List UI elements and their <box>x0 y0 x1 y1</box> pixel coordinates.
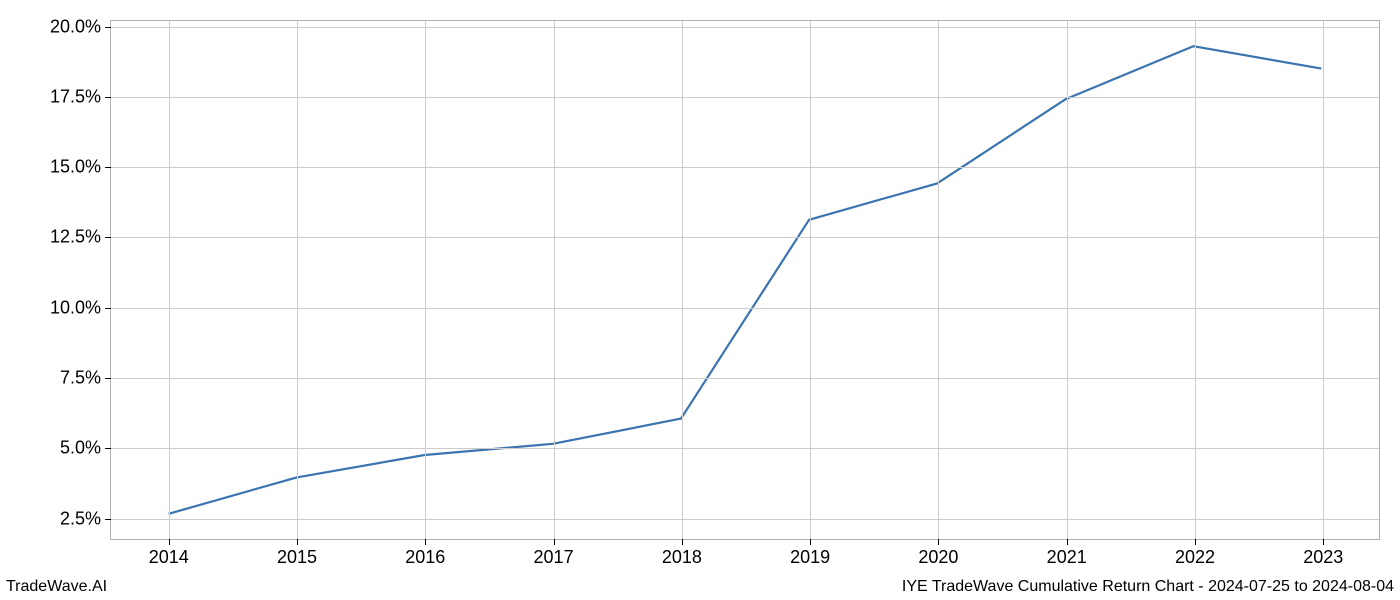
grid-line-vertical <box>169 21 170 539</box>
grid-line-horizontal <box>111 237 1379 238</box>
grid-line-vertical <box>297 21 298 539</box>
plot-area: 2014201520162017201820192020202120222023… <box>110 20 1380 540</box>
x-axis-label: 2017 <box>534 539 574 568</box>
grid-line-horizontal <box>111 308 1379 309</box>
y-axis-label: 7.5% <box>60 367 111 388</box>
y-axis-label: 17.5% <box>50 86 111 107</box>
chart-container: 2014 2015 2016 2017 2018 2019 2020 2021 2022 2023… <box>0 0 1400 600</box>
x-axis-label: 2023 <box>1303 539 1343 568</box>
grid-line-horizontal <box>111 97 1379 98</box>
grid-line-horizontal <box>111 27 1379 28</box>
x-axis-label: 2020 <box>918 539 958 568</box>
y-axis-label: 2.5% <box>60 508 111 529</box>
x-axis-label: 2022 <box>1175 539 1215 568</box>
y-axis-label: 5.0% <box>60 438 111 459</box>
y-axis-label: 20.0% <box>50 16 111 37</box>
x-axis-label: 2015 <box>277 539 317 568</box>
grid-line-vertical <box>1323 21 1324 539</box>
y-axis-label: 15.0% <box>50 157 111 178</box>
grid-line-vertical <box>810 21 811 539</box>
grid-line-vertical <box>1195 21 1196 539</box>
grid-line-horizontal <box>111 378 1379 379</box>
footer-left-text: TradeWave.AI <box>6 578 107 596</box>
series-line-cumulative-return <box>169 46 1322 514</box>
line-chart-svg <box>111 21 1379 539</box>
grid-line-horizontal <box>111 167 1379 168</box>
x-axis-label: 2014 <box>149 539 189 568</box>
grid-line-vertical <box>938 21 939 539</box>
x-axis-label: 2016 <box>405 539 445 568</box>
grid-line-vertical <box>425 21 426 539</box>
grid-line-vertical <box>1067 21 1068 539</box>
x-axis-label: 2019 <box>790 539 830 568</box>
x-axis-label: 2021 <box>1047 539 1087 568</box>
grid-line-vertical <box>554 21 555 539</box>
grid-line-horizontal <box>111 519 1379 520</box>
grid-line-vertical <box>682 21 683 539</box>
y-axis-label: 12.5% <box>50 227 111 248</box>
x-axis-label: 2018 <box>662 539 702 568</box>
grid-line-horizontal <box>111 448 1379 449</box>
y-axis-label: 10.0% <box>50 297 111 318</box>
footer-right-text: IYE TradeWave Cumulative Return Chart - … <box>902 578 1394 596</box>
